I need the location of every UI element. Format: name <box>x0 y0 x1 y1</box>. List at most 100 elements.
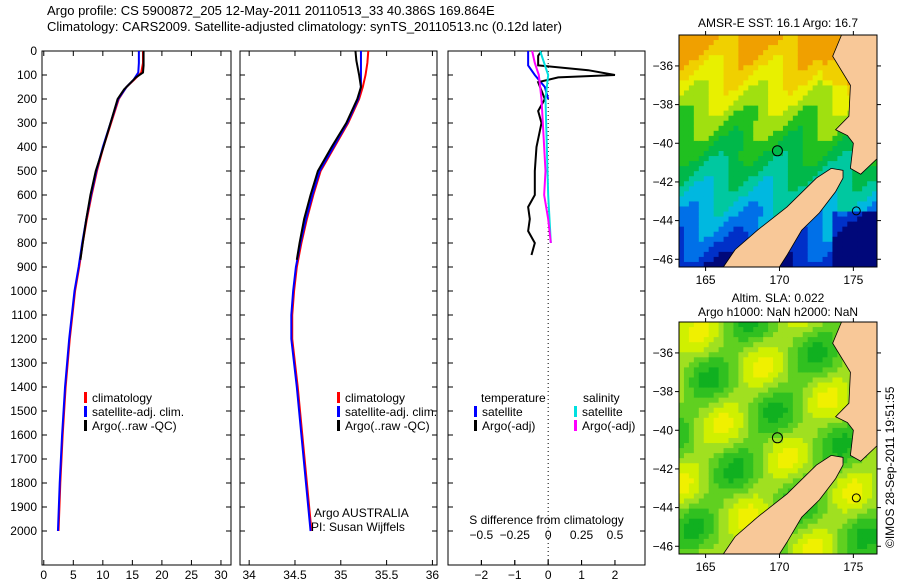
map-cell <box>862 468 868 474</box>
map-cell <box>862 528 868 535</box>
map-cell <box>792 448 799 454</box>
map-cell <box>698 221 705 228</box>
x2-tick-label: −0.5 <box>470 528 494 542</box>
map-cell <box>723 135 729 142</box>
map-cell <box>812 251 819 258</box>
map-cell <box>728 387 734 394</box>
map-cell <box>862 261 868 268</box>
map-cell <box>802 397 809 404</box>
map-cell <box>842 473 848 479</box>
map-cell <box>753 377 759 384</box>
map-cell <box>852 513 858 520</box>
series-line-satellite-adj-clim- <box>290 51 362 532</box>
map-cell <box>728 166 734 172</box>
map-cell <box>807 342 814 348</box>
map-y-tick-label: −44 <box>653 501 674 515</box>
map-cell <box>787 382 794 389</box>
map-cell <box>847 191 853 197</box>
map-cell <box>753 45 759 51</box>
map-cell <box>688 171 695 177</box>
map-cell <box>723 543 729 550</box>
map-cell <box>688 513 695 520</box>
map-cell <box>773 206 779 213</box>
map-cell <box>802 50 809 56</box>
map-cell <box>743 443 749 449</box>
map-cell <box>733 332 739 338</box>
map-cell <box>683 256 690 263</box>
map-cell <box>847 458 853 464</box>
map-cell <box>738 186 744 192</box>
map-cell <box>797 443 804 449</box>
map-cell <box>827 407 833 414</box>
map-cell <box>718 70 725 76</box>
map-cell <box>817 342 824 348</box>
map-cell <box>802 412 809 419</box>
map-cell <box>688 427 695 434</box>
map-cell <box>842 362 848 368</box>
map-cell <box>847 427 853 434</box>
map-cell <box>773 176 779 182</box>
map-cell <box>802 417 809 424</box>
map-cell <box>713 518 720 525</box>
map-cell <box>723 347 729 353</box>
map-cell <box>763 322 769 328</box>
map-cell <box>832 432 838 439</box>
legend-swatch <box>337 406 340 417</box>
y-tick-label: 1400 <box>10 380 37 394</box>
map-cell <box>847 548 853 555</box>
map-cell <box>733 211 739 218</box>
map-cell <box>753 120 759 127</box>
map-cell <box>867 166 873 172</box>
map-cell <box>748 45 754 51</box>
map-cell <box>718 382 725 389</box>
map-cell <box>832 402 838 409</box>
map-cell <box>812 438 819 444</box>
map-cell <box>778 483 784 489</box>
map-cell <box>728 357 734 363</box>
map-cell <box>792 453 799 459</box>
map-cell <box>817 377 824 384</box>
map-cell <box>802 538 809 545</box>
map-cell <box>693 362 700 368</box>
map-cell <box>802 543 809 550</box>
map-cell <box>718 342 725 348</box>
map-cell <box>688 402 695 409</box>
map-cell <box>743 115 749 122</box>
map-cell <box>728 85 734 91</box>
map-cell <box>698 115 705 122</box>
map-cell <box>832 70 838 76</box>
map-cell <box>748 448 754 454</box>
map-cell <box>723 382 729 389</box>
map-cell <box>842 543 848 550</box>
map-cell <box>703 448 710 454</box>
map-cell <box>688 372 695 378</box>
map-cell <box>817 130 824 137</box>
map-cell <box>797 246 804 253</box>
map-cell <box>822 548 828 555</box>
map-cell <box>693 130 700 137</box>
map-cell <box>758 422 764 429</box>
map-cell <box>837 498 843 505</box>
sst-map-title: AMSR-E SST: 16.1 Argo: 16.7 <box>698 16 858 30</box>
map-cell <box>822 498 828 505</box>
map-cell <box>718 156 725 162</box>
map-cell <box>842 85 848 91</box>
map-cell <box>842 377 848 384</box>
map-cell <box>768 377 774 384</box>
map-cell <box>718 100 725 107</box>
map-cell <box>748 171 754 177</box>
map-cell <box>679 438 685 444</box>
map-cell <box>763 498 769 505</box>
map-cell <box>822 513 828 520</box>
map-cell <box>728 322 734 328</box>
map-cell <box>688 342 695 348</box>
map-cell <box>802 35 809 41</box>
map-cell <box>708 427 715 434</box>
map-cell <box>733 80 739 86</box>
map-cell <box>773 448 779 454</box>
map-cell <box>792 40 799 46</box>
map-cell <box>703 473 710 479</box>
map-cell <box>807 256 814 263</box>
map-cell <box>718 80 725 86</box>
map-cell <box>738 226 744 233</box>
